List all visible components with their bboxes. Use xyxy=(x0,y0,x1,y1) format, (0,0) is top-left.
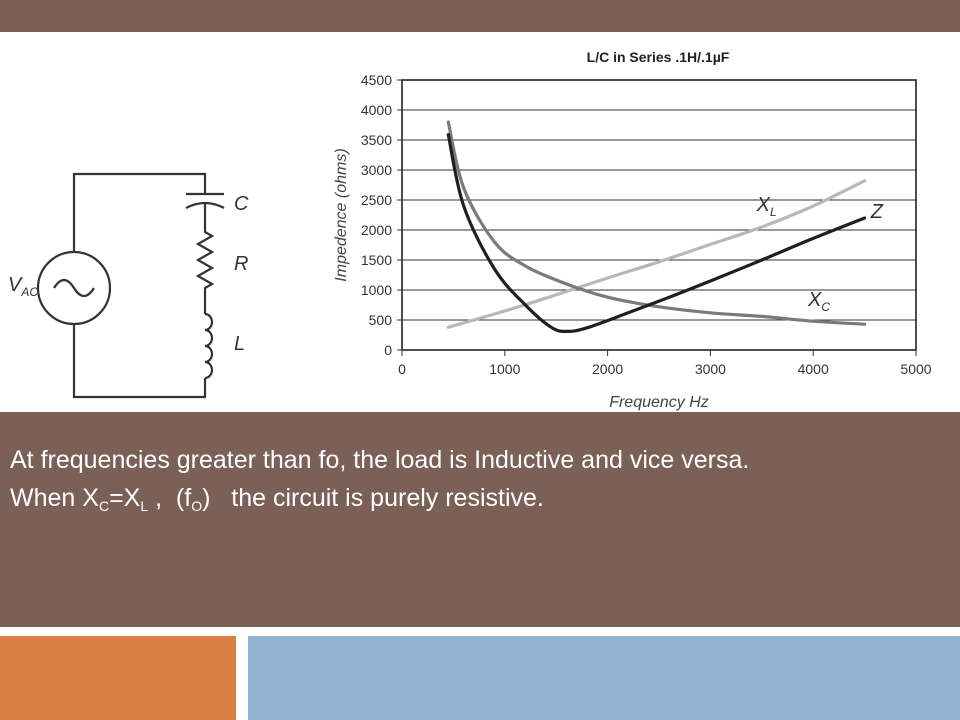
curve-z xyxy=(446,133,867,334)
chart-title: L/C in Series .1H/.1µF xyxy=(587,49,730,65)
text-when: When X xyxy=(10,484,99,512)
footer-block-blue xyxy=(248,636,960,720)
curve-xl xyxy=(446,179,867,329)
curve-labels: XL XC Z xyxy=(756,194,884,314)
grid-lines xyxy=(402,109,916,321)
resistor-label: R xyxy=(234,253,248,275)
figure-svg: VAC C R L L/C in Series .1H/.1µF XL XC Z 0… xyxy=(8,49,932,411)
y-tick-label: 4000 xyxy=(361,102,392,118)
circuit-wire-bottom xyxy=(72,324,207,399)
text-rest: ) the circuit is purely resistive. xyxy=(202,484,544,512)
chart: L/C in Series .1H/.1µF XL XC Z 0 500 1000 150… xyxy=(333,49,932,411)
text-equals: =X xyxy=(109,484,141,512)
curve-label-xc: XC xyxy=(807,289,830,314)
x-tick-label: 5000 xyxy=(900,361,931,377)
inductor-symbol xyxy=(204,312,214,380)
x-tick-label: 0 xyxy=(398,361,406,377)
circuit-wire-top xyxy=(72,172,207,252)
circuit-diagram xyxy=(36,172,225,399)
y-tick-label: 0 xyxy=(384,342,392,358)
x-axis-label: Frequency Hz xyxy=(609,394,709,411)
capacitor-label: C xyxy=(234,193,249,215)
y-axis-label: Impedence (ohms) xyxy=(333,148,350,281)
y-tick-labels: 0 500 1000 1500 2000 2500 3000 3500 4000 4500 xyxy=(361,72,402,358)
inductor-label: L xyxy=(234,333,245,355)
y-tick-label: 4500 xyxy=(361,72,392,88)
ac-source-circle xyxy=(36,250,112,326)
y-tick-label: 3500 xyxy=(361,132,392,148)
x-tick-label: 4000 xyxy=(798,361,829,377)
y-tick-label: 3000 xyxy=(361,162,392,178)
y-tick-label: 2500 xyxy=(361,192,392,208)
text-sub-l: L xyxy=(140,498,149,514)
x-tick-label: 2000 xyxy=(592,361,623,377)
top-band xyxy=(0,0,960,32)
statement-inductive: At frequencies greater than fo, the load… xyxy=(10,446,750,474)
curve-label-z: Z xyxy=(870,201,884,223)
circuit-labels: VAC C R L xyxy=(8,193,249,355)
curve-xc xyxy=(446,120,867,326)
statement-resistive: When XC=XL , (fO) the circuit is purely … xyxy=(10,478,544,518)
y-tick-label: 2000 xyxy=(361,222,392,238)
source-label: VAC xyxy=(8,274,38,299)
y-tick-label: 1000 xyxy=(361,282,392,298)
footer-block-orange xyxy=(0,636,236,720)
y-tick-label: 1500 xyxy=(361,252,392,268)
chart-curves xyxy=(446,120,867,334)
x-tick-label: 3000 xyxy=(695,361,726,377)
x-tick-labels: 0 1000 2000 3000 4000 5000 xyxy=(398,350,932,377)
curve-label-xl: XL xyxy=(756,194,777,219)
x-tick-label: 1000 xyxy=(489,361,520,377)
text-sub-c: C xyxy=(98,498,110,514)
text-sub-o: O xyxy=(191,498,203,514)
sine-wave-icon xyxy=(53,278,95,298)
text-paren: , (f xyxy=(148,484,192,512)
figure-area: VAC C R L L/C in Series .1H/.1µF XL XC Z 0… xyxy=(0,32,960,412)
y-tick-label: 500 xyxy=(369,312,393,328)
plot-frame xyxy=(401,79,917,351)
resistor-symbol xyxy=(195,203,215,314)
text-panel: At frequencies greater than fo, the load… xyxy=(0,412,960,627)
